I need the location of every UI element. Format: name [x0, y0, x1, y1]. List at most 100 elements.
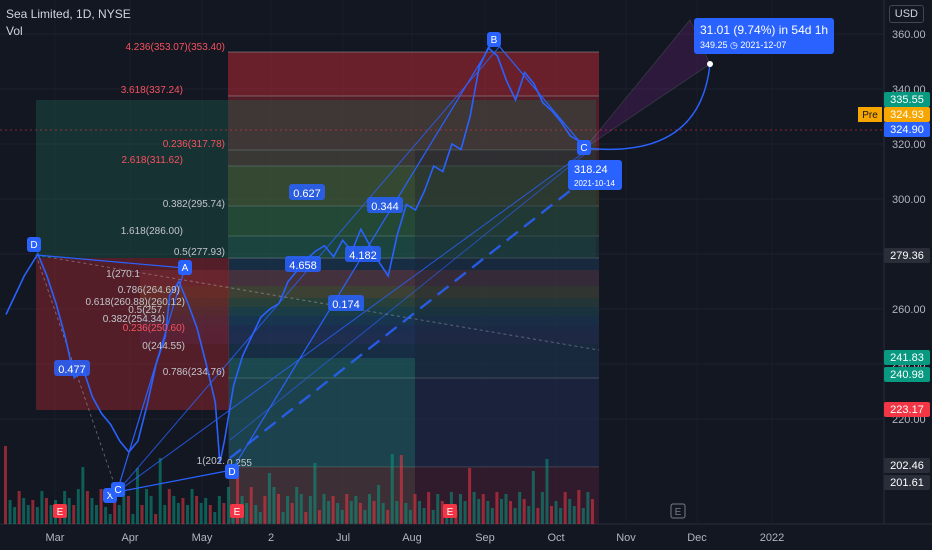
- price-label-bg: [884, 92, 930, 107]
- volume-bar: [495, 492, 499, 524]
- volume-bar: [81, 467, 85, 524]
- volume-bar: [422, 508, 426, 524]
- volume-bar: [463, 501, 467, 524]
- pattern-leg: [116, 267, 186, 493]
- wave-point-label: C: [580, 143, 587, 154]
- volume-bar: [72, 505, 76, 524]
- volume-bar: [468, 468, 472, 524]
- volume-bar: [126, 496, 130, 524]
- volume-bar: [295, 487, 299, 524]
- volume-bar: [167, 489, 171, 524]
- fib-zone-small: [140, 334, 599, 344]
- volume-bar: [586, 492, 590, 524]
- volume-bar: [436, 494, 440, 524]
- fib-zone-small: [140, 325, 599, 334]
- position-target-zone: [36, 100, 596, 258]
- volume-bar: [190, 489, 194, 524]
- wave-point-label: X: [107, 491, 114, 502]
- volume-bar: [8, 500, 12, 524]
- price-label: 324.90: [890, 124, 924, 136]
- volume-bar: [472, 492, 476, 524]
- volume-bar: [540, 492, 544, 524]
- earnings-marker-label: E: [57, 507, 64, 518]
- volume-bar: [481, 494, 485, 524]
- fib-label: 0.382(295.74): [163, 199, 225, 210]
- volume-bar: [195, 496, 199, 524]
- price-label: 324.93: [890, 109, 924, 121]
- price-label-prefix: Pre: [862, 110, 878, 121]
- fib-zone: [228, 52, 599, 96]
- volume-bar: [427, 492, 431, 524]
- volume-bar: [117, 505, 121, 524]
- volume-bar: [418, 501, 422, 524]
- volume-bar: [349, 501, 353, 524]
- wave-point-label: C: [114, 485, 121, 496]
- ratio-label: 0.627: [293, 188, 321, 200]
- volume-bar: [104, 507, 108, 524]
- x-tick-label: Oct: [547, 532, 564, 544]
- price-label-bg: [884, 107, 930, 122]
- volume-bar: [286, 496, 290, 524]
- volume-bar: [154, 514, 158, 524]
- price-label: 223.17: [890, 404, 924, 416]
- earnings-marker-label: E: [234, 507, 241, 518]
- volume-bar: [459, 494, 462, 524]
- volume-bar: [431, 510, 435, 524]
- volume-bar: [31, 500, 35, 524]
- volume-bar: [199, 503, 203, 524]
- price-label: 201.61: [890, 477, 924, 489]
- volume-bar: [559, 508, 563, 524]
- earnings-marker: [670, 503, 686, 519]
- volume-bar: [358, 503, 362, 524]
- ratio-label: 0.477: [58, 364, 86, 376]
- volume-bar: [290, 503, 294, 524]
- ratio-badge: [54, 360, 90, 376]
- fib-small-label: 1(270.1: [106, 269, 140, 280]
- volume-bar: [317, 510, 321, 524]
- ratio-label: 4.182: [349, 250, 377, 262]
- projection-subtext: 349.25 ◷ 2021-12-07: [700, 40, 786, 50]
- price-label-bg: [884, 122, 930, 137]
- price-label-prefix-bg: [858, 107, 882, 122]
- ratio-label: 4.658: [289, 260, 317, 272]
- fib-label: 1(202.: [197, 456, 225, 467]
- volume-bar: [408, 510, 412, 524]
- volume-bar: [85, 491, 89, 524]
- y-tick-label: 320.00: [892, 139, 926, 151]
- fib-label: 1.618(286.00): [121, 226, 183, 237]
- volume-bar: [518, 492, 522, 524]
- volume-bar: [572, 506, 576, 524]
- fib-small-label: 0.5(257.: [128, 305, 165, 316]
- volume-bar: [99, 489, 103, 524]
- volume-bar: [40, 491, 44, 524]
- volume-bar: [368, 494, 371, 524]
- fib-zone-small: [140, 298, 599, 307]
- volume-bar: [413, 494, 417, 524]
- volume-bar: [226, 487, 230, 524]
- fib-zone: [228, 96, 599, 150]
- fib-small-label: 0.382(254.34): [103, 314, 165, 325]
- price-label-bg: [884, 402, 930, 417]
- price-label: 335.55: [890, 94, 924, 106]
- volume-bar: [545, 459, 549, 524]
- currency-button[interactable]: USD: [888, 5, 924, 23]
- volume-bar: [131, 514, 135, 524]
- projection-curve: [584, 63, 711, 150]
- volume-bar: [308, 496, 312, 524]
- volume-bar: [277, 494, 280, 524]
- x-tick-label: Dec: [687, 532, 707, 544]
- volume-bar: [363, 510, 367, 524]
- x-tick-label: 2022: [760, 532, 784, 544]
- price-label-bg: [884, 367, 930, 382]
- price-label: 241.83: [890, 352, 924, 364]
- fib-small-label: 0.786(264.69): [118, 285, 180, 296]
- volume-bar: [440, 501, 444, 524]
- volume-bar: [249, 487, 253, 524]
- symbol-title: Sea Limited, 1D, NYSE: [6, 7, 131, 21]
- projection-text: 31.01 (9.74%) in 54d 1h: [700, 23, 828, 37]
- volume-bar: [13, 507, 17, 524]
- fib-label: 3.618(337.24): [121, 85, 183, 96]
- x-tick-label: Aug: [402, 532, 422, 544]
